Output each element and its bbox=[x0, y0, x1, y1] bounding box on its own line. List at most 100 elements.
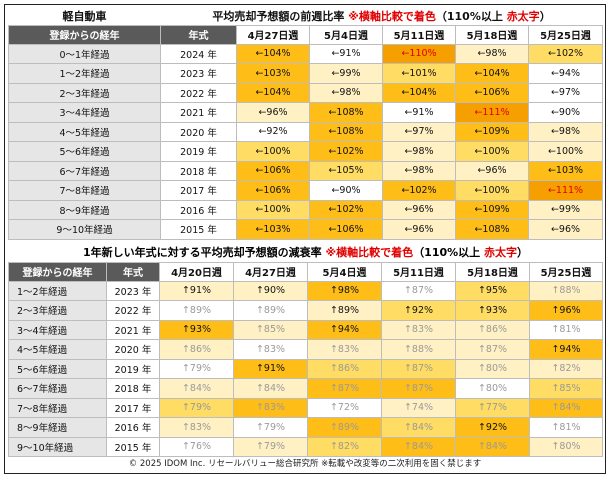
decay-cell: ↑86% bbox=[455, 319, 530, 340]
ratio-cell: ←103% bbox=[236, 63, 310, 84]
table-row: 5～6年経過 2019 年 ↑79% ↑91% ↑86% ↑87% ↑80% ↑82% bbox=[8, 358, 603, 379]
decay-cell: ↑91% bbox=[159, 280, 234, 301]
decay-cell: ↑89% bbox=[307, 300, 382, 321]
ratio-cell: ←91% bbox=[382, 102, 456, 123]
decay-cell: ↑94% bbox=[307, 319, 382, 340]
col-header-age: 登録からの経年 bbox=[8, 261, 107, 282]
ratio-cell: ←99% bbox=[527, 199, 604, 220]
decay-cell: ↑87% bbox=[381, 378, 456, 399]
row-label-year: 2021 年 bbox=[160, 102, 237, 123]
decay-cell: ↑91% bbox=[233, 358, 308, 379]
row-label-age: 6～7年経過 bbox=[8, 378, 107, 399]
col-header-week: 5月4日週 bbox=[309, 24, 383, 45]
row-label-age: 6～7年経過 bbox=[8, 160, 161, 181]
row-label-age: 5～6年経過 bbox=[8, 358, 107, 379]
decay-cell: ↑76% bbox=[159, 436, 234, 457]
ratio-cell: ←96% bbox=[382, 219, 456, 240]
col-header-week: 4月27日週 bbox=[233, 261, 308, 282]
section-title-highlight: 赤太字 bbox=[484, 245, 517, 259]
decay-cell: ↑83% bbox=[233, 397, 308, 418]
row-label-year: 2024 年 bbox=[160, 43, 237, 64]
row-label-year: 2019 年 bbox=[106, 358, 160, 379]
ratio-cell: ←105% bbox=[309, 160, 383, 181]
ratio-cell: ←104% bbox=[382, 82, 456, 103]
decay-cell: ↑81% bbox=[529, 417, 603, 438]
col-header-year: 年式 bbox=[160, 24, 237, 45]
table-row: 9～10年経過 2015 年 ←103% ←106% ←96% ←108% ←96% bbox=[8, 219, 604, 240]
ratio-cell: ←106% bbox=[236, 160, 310, 181]
row-label-year: 2023 年 bbox=[160, 63, 237, 84]
col-header-week: 5月18日週 bbox=[455, 261, 530, 282]
row-label-year: 2021 年 bbox=[106, 319, 160, 340]
table-row: 1～2年経過 2023 年 ←103% ←99% ←101% ←104% ←94% bbox=[8, 63, 604, 84]
table-row: 2～3年経過 2022 年 ←104% ←98% ←104% ←106% ←97% bbox=[8, 82, 604, 103]
row-label-age: 3～4年経過 bbox=[8, 102, 161, 123]
decay-cell: ↑88% bbox=[381, 339, 456, 360]
row-label-year: 2017 年 bbox=[106, 397, 160, 418]
ratio-cell: ←98% bbox=[382, 160, 456, 181]
table-row: 3～4年経過 2021 年 ↑93% ↑85% ↑94% ↑83% ↑86% ↑81% bbox=[8, 319, 603, 340]
decay-cell: ↑85% bbox=[233, 319, 308, 340]
table-row: 1～2年経過 2023 年 ↑91% ↑90% ↑98% ↑87% ↑95% ↑88% bbox=[8, 280, 603, 301]
col-header-year: 年式 bbox=[106, 261, 160, 282]
table-row: 9～10年経過 2015 年 ↑76% ↑79% ↑82% ↑84% ↑84% ↑80% bbox=[8, 436, 603, 457]
ratio-cell: ←94% bbox=[527, 63, 604, 84]
decay-cell: ↑80% bbox=[455, 358, 530, 379]
decay-cell: ↑92% bbox=[455, 417, 530, 438]
section-title-highlight: 赤太字 bbox=[506, 9, 540, 23]
decay-cell: ↑87% bbox=[307, 378, 382, 399]
row-label-year: 2018 年 bbox=[160, 160, 237, 181]
section-title-paren-close: ） bbox=[517, 245, 528, 259]
ratio-cell: ←111% bbox=[527, 180, 604, 201]
row-label-age: 4～5年経過 bbox=[8, 121, 161, 142]
ratio-cell: ←90% bbox=[527, 102, 604, 123]
row-label-age: 1～2年経過 bbox=[8, 63, 161, 84]
decay-cell: ↑84% bbox=[381, 436, 456, 457]
row-label-year: 2023 年 bbox=[106, 280, 160, 301]
decay-cell: ↑79% bbox=[233, 436, 308, 457]
row-label-year: 2022 年 bbox=[160, 82, 237, 103]
section-title: 平均売却予想額の前週比率 ※横軸比較で着色（110%以上 赤太字） bbox=[160, 7, 603, 25]
row-label-age: 2～3年経過 bbox=[8, 300, 107, 321]
row-label-age: 1～2年経過 bbox=[8, 280, 107, 301]
row-label-age: 5～6年経過 bbox=[8, 141, 161, 162]
decay-cell: ↑88% bbox=[529, 280, 603, 301]
decay-cell: ↑90% bbox=[233, 280, 308, 301]
decay-cell: ↑96% bbox=[529, 300, 603, 321]
row-label-age: 7～8年経過 bbox=[8, 397, 107, 418]
table-row: 4～5年経過 2020 年 ↑86% ↑83% ↑83% ↑88% ↑87% ↑94% bbox=[8, 339, 603, 360]
row-label-age: 0～1年経過 bbox=[8, 43, 161, 64]
ratio-cell: ←108% bbox=[309, 102, 383, 123]
decay-cell: ↑74% bbox=[381, 397, 456, 418]
copyright-footer: © 2025 IDOM Inc. リセールバリュー総合研究所 ※転載や改変等の二… bbox=[128, 459, 482, 469]
decay-cell: ↑85% bbox=[529, 378, 603, 399]
section-title-note: ※横軸比較で着色 bbox=[325, 245, 414, 259]
ratio-cell: ←111% bbox=[455, 102, 529, 123]
row-label-year: 2020 年 bbox=[160, 121, 237, 142]
table-row: 8～9年経過 2016 年 ↑83% ↑79% ↑89% ↑84% ↑92% ↑81% bbox=[8, 417, 603, 438]
weekly-ratio-table: 軽自動車 平均売却予想額の前週比率 ※横軸比較で着色（110%以上 赤太字） 登… bbox=[8, 7, 604, 240]
section-title-note: ※横軸比較で着色 bbox=[348, 9, 436, 23]
table-row: 6～7年経過 2018 年 ←106% ←105% ←98% ←96% ←103% bbox=[8, 160, 604, 181]
col-header-week: 4月27日週 bbox=[236, 24, 310, 45]
row-label-age: 9～10年経過 bbox=[8, 219, 161, 240]
decay-cell: ↑79% bbox=[159, 397, 234, 418]
report-frame: 軽自動車 平均売却予想額の前週比率 ※横軸比較で着色（110%以上 赤太字） 登… bbox=[4, 4, 606, 474]
ratio-cell: ←100% bbox=[236, 141, 310, 162]
row-label-year: 2015 年 bbox=[106, 436, 160, 457]
decay-cell: ↑83% bbox=[159, 417, 234, 438]
ratio-cell: ←108% bbox=[309, 121, 383, 142]
decay-cell: ↑83% bbox=[381, 319, 456, 340]
ratio-cell: ←102% bbox=[527, 43, 604, 64]
decay-cell: ↑81% bbox=[529, 319, 603, 340]
col-header-week: 4月20日週 bbox=[159, 261, 234, 282]
decay-cell: ↑87% bbox=[381, 280, 456, 301]
ratio-cell: ←96% bbox=[382, 199, 456, 220]
table-row: 8～9年経過 2016 年 ←100% ←102% ←96% ←109% ←99% bbox=[8, 199, 604, 220]
row-label-year: 2015 年 bbox=[160, 219, 237, 240]
decay-cell: ↑89% bbox=[307, 417, 382, 438]
section-title: 1年新しい年式に対する平均売却予想額の減衰率 ※横軸比較で着色（110%以上 赤… bbox=[8, 242, 603, 262]
row-label-year: 2018 年 bbox=[106, 378, 160, 399]
ratio-cell: ←100% bbox=[236, 199, 310, 220]
table-row: 5～6年経過 2019 年 ←100% ←102% ←98% ←100% ←100% bbox=[8, 141, 604, 162]
